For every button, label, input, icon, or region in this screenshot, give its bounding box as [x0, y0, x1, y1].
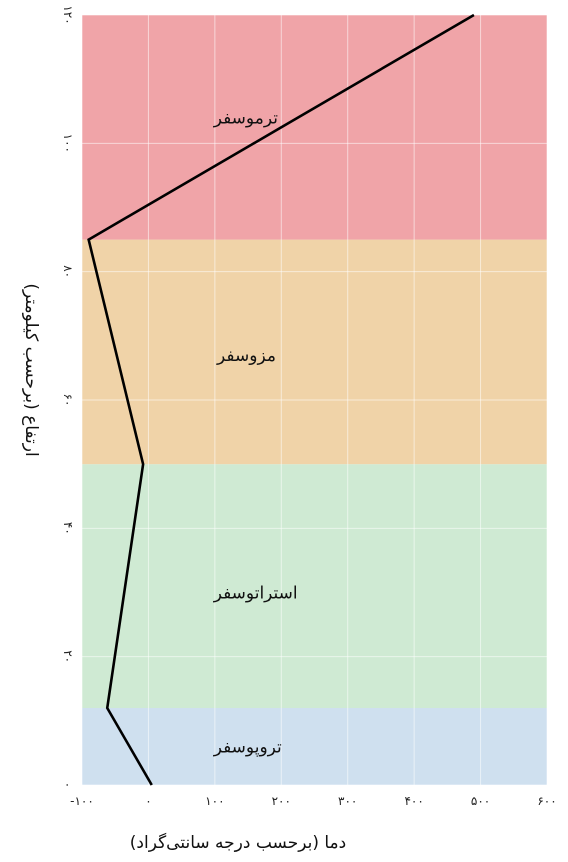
grid-lines — [81, 14, 548, 786]
x-tick-label-1: ۰ — [145, 794, 151, 808]
x-tick-label-5: ۴۰۰ — [404, 794, 423, 808]
y-axis-label: ارتفاع (برحسب کیلومتر) — [21, 283, 41, 456]
layer-band-0 — [82, 708, 547, 785]
x-axis-label: دما (برحسب درجه سانتی‌گراد) — [130, 832, 346, 853]
layer-label-3: ترموسفر — [213, 109, 278, 129]
x-tick-label-4: ۳۰۰ — [338, 794, 357, 808]
x-tick-label-6: ۵۰۰ — [471, 794, 490, 808]
x-tick-label-7: ۶۰۰ — [537, 794, 556, 808]
y-tick-labels: ۰ ۲۰ ۴۰ ۶۰ ۸۰ ۱۰۰ ۱۲۰ — [61, 5, 75, 788]
x-tick-labels: -۱۰۰ ۰ ۱۰۰ ۲۰۰ ۳۰۰ ۴۰۰ ۵۰۰ ۶۰۰ — [70, 794, 557, 808]
layer-label-0: تروپوسفر — [213, 738, 282, 758]
layer-bands — [82, 15, 547, 785]
x-tick-label-3: ۲۰۰ — [272, 794, 291, 808]
layer-label-2: مزوسفر — [216, 346, 276, 366]
layer-band-1 — [82, 464, 547, 708]
series-group — [87, 13, 475, 786]
y-tick-label-0: ۰ — [61, 782, 75, 788]
temperature-line-0 — [87, 13, 475, 786]
x-tick-label-0: -۱۰۰ — [70, 794, 94, 808]
layer-label-1: استراتوسفر — [213, 584, 298, 604]
y-tick-label-1: ۲۰ — [61, 650, 75, 663]
layer-band-2 — [82, 239, 547, 465]
y-tick-label-5: ۱۰۰ — [61, 134, 75, 153]
y-tick-label-3: ۶۰ — [61, 394, 75, 407]
y-tick-label-6: ۱۲۰ — [61, 5, 75, 24]
y-tick-label-4: ۸۰ — [61, 265, 75, 278]
x-tick-label-2: ۱۰۰ — [205, 794, 224, 808]
layer-band-3 — [82, 15, 547, 240]
y-tick-label-2: ۴۰ — [61, 522, 75, 535]
layer-labels: تروپوسفر استراتوسفر مزوسفر ترموسفر — [213, 109, 298, 758]
